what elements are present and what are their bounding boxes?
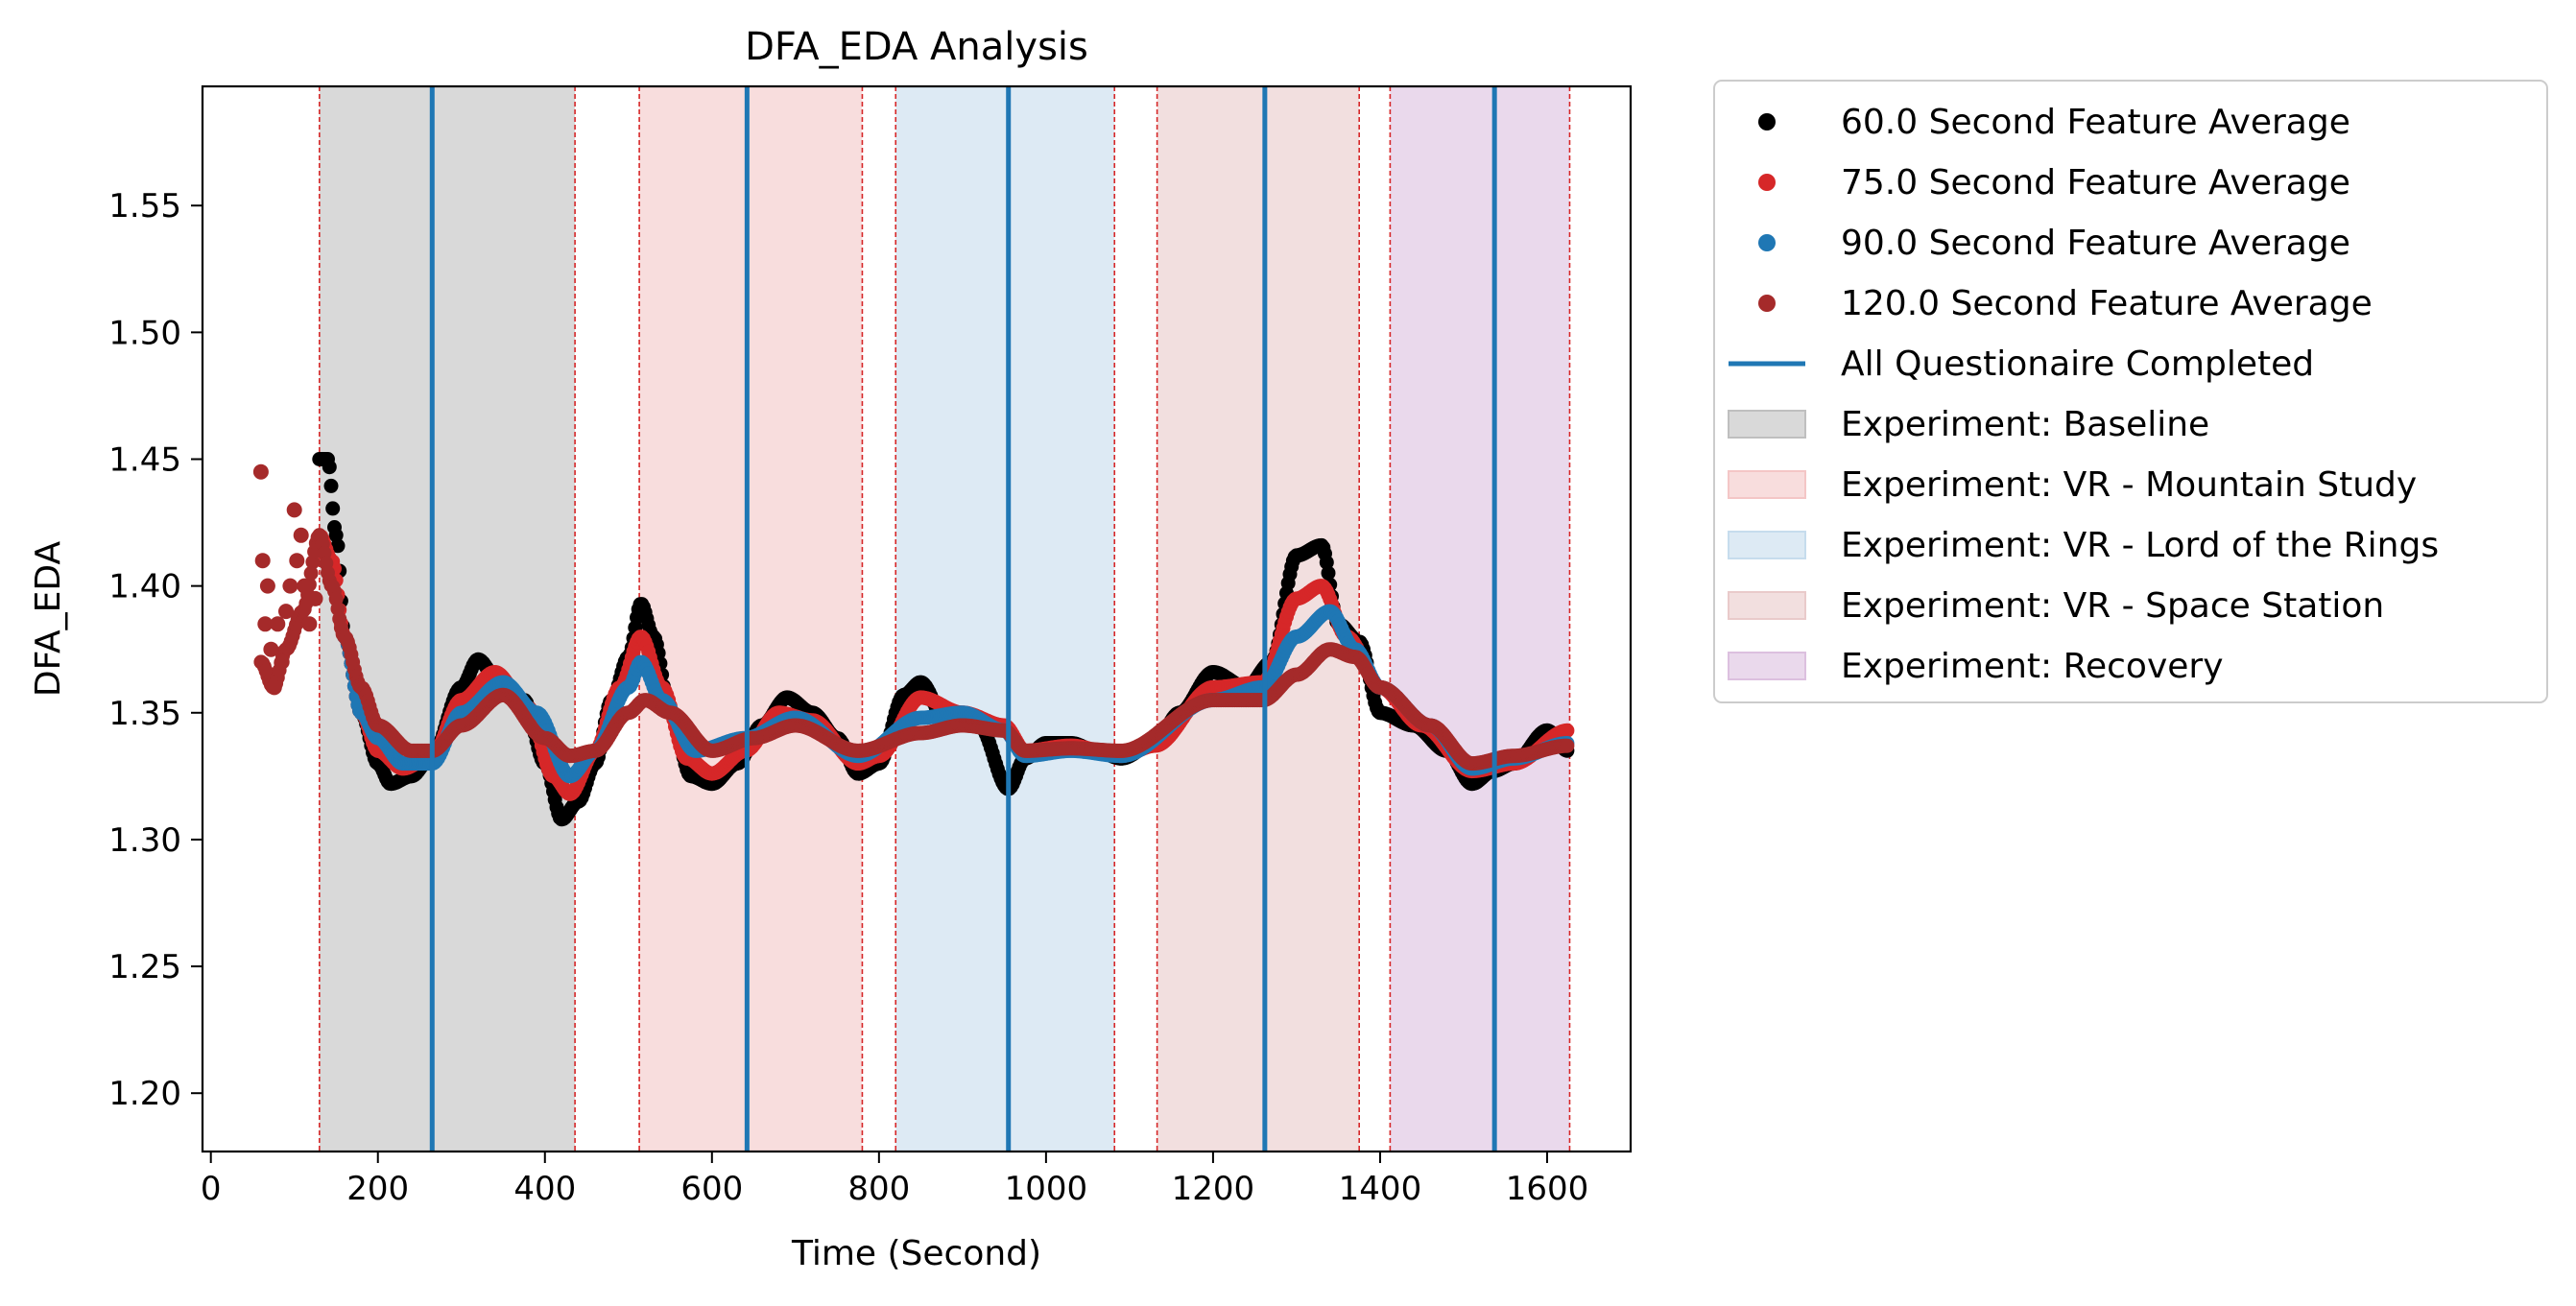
legend-marker-0 — [1758, 113, 1776, 131]
x-tick-label-5: 1000 — [1005, 1170, 1088, 1208]
legend-marker-9 — [1728, 652, 1806, 680]
series-0-point — [1321, 565, 1336, 581]
legend-label-6: Experiment: VR - Mountain Study — [1841, 465, 2417, 505]
x-tick-label-2: 400 — [513, 1170, 576, 1208]
y-tick-label-1: 1.25 — [108, 948, 181, 986]
plot-frame — [201, 84, 1633, 1153]
legend-label-3: 120.0 Second Feature Average — [1841, 284, 2373, 323]
series-0-point — [328, 528, 344, 543]
legend-label-4: All Questionaire Completed — [1841, 344, 2314, 384]
series-3-point — [1560, 738, 1575, 753]
x-tick-label-0: 0 — [201, 1170, 222, 1208]
y-tick-label-2: 1.30 — [108, 821, 181, 860]
x-tick-label-4: 800 — [847, 1170, 910, 1208]
legend: 60.0 Second Feature Average 75.0 Second F… — [1713, 80, 2548, 703]
series-3-point — [270, 616, 286, 632]
series-3-point — [263, 641, 279, 657]
legend-label-9: Experiment: Recovery — [1841, 647, 2224, 686]
chart-title: DFA_EDA Analysis — [745, 25, 1088, 69]
series-3-point — [274, 653, 290, 670]
series-3-point — [301, 616, 318, 632]
x-axis: 0 200 400 600 800 1000 1200 1400 1600 — [201, 1152, 1588, 1208]
x-tick-label-8: 1600 — [1506, 1170, 1589, 1208]
experiment-spans — [319, 86, 1570, 1152]
legend-label-5: Experiment: Baseline — [1841, 405, 2209, 444]
y-tick-label-0: 1.20 — [108, 1075, 181, 1113]
series-0-point — [325, 501, 341, 516]
series-3-point — [297, 578, 313, 594]
experiment-span-0 — [319, 86, 576, 1152]
legend-marker-5 — [1728, 410, 1806, 439]
y-tick-label-7: 1.55 — [108, 187, 181, 226]
y-tick-label-5: 1.45 — [108, 441, 181, 480]
legend-label-1: 75.0 Second Feature Average — [1841, 163, 2350, 202]
legend-frame — [1713, 80, 2548, 703]
legend-label-8: Experiment: VR - Space Station — [1841, 586, 2384, 626]
series-0-point — [322, 460, 337, 475]
legend-label-0: 60.0 Second Feature Average — [1841, 103, 2350, 142]
series-3-point — [307, 590, 323, 606]
series-3-point — [293, 527, 309, 543]
series-3-point — [259, 578, 275, 594]
series-3-point — [254, 553, 271, 569]
x-tick-label-6: 1200 — [1172, 1170, 1255, 1208]
y-tick-label-6: 1.50 — [108, 314, 181, 352]
y-axis-label: DFA_EDA — [29, 541, 68, 698]
series-0-point — [1319, 555, 1334, 570]
experiment-boundaries — [319, 86, 1571, 1152]
y-axis: 1.20 1.25 1.30 1.35 1.40 1.45 1.50 1.55 — [108, 187, 203, 1113]
experiment-span-2 — [895, 86, 1115, 1152]
questionnaire-lines — [429, 86, 1497, 1152]
series-1-point — [1560, 723, 1575, 738]
y-tick-label-4: 1.40 — [108, 568, 181, 606]
series-3-point — [289, 553, 305, 569]
series-0-point — [323, 478, 339, 493]
series-0-point — [330, 538, 346, 554]
legend-marker-2 — [1758, 234, 1776, 251]
legend-marker-3 — [1758, 295, 1776, 312]
x-axis-label: Time (Second) — [791, 1234, 1041, 1273]
series-3-point — [278, 604, 294, 620]
legend-label-7: Experiment: VR - Lord of the Rings — [1841, 526, 2439, 565]
experiment-span-1 — [639, 86, 863, 1152]
x-tick-label-3: 600 — [680, 1170, 743, 1208]
series-3-point — [303, 565, 319, 581]
legend-marker-6 — [1728, 470, 1806, 499]
series-3-point — [286, 502, 302, 518]
legend-marker-7 — [1728, 531, 1806, 559]
series-3-point — [266, 679, 282, 696]
experiment-span-4 — [1390, 86, 1570, 1152]
series-3-point — [257, 616, 274, 632]
x-tick-label-1: 200 — [346, 1170, 409, 1208]
x-tick-label-7: 1400 — [1339, 1170, 1422, 1208]
legend-marker-8 — [1728, 591, 1806, 620]
y-tick-label-3: 1.35 — [108, 695, 181, 733]
series-3-point — [252, 463, 269, 480]
legend-marker-1 — [1758, 174, 1776, 191]
legend-label-2: 90.0 Second Feature Average — [1841, 224, 2350, 263]
series-3-point — [282, 578, 298, 594]
